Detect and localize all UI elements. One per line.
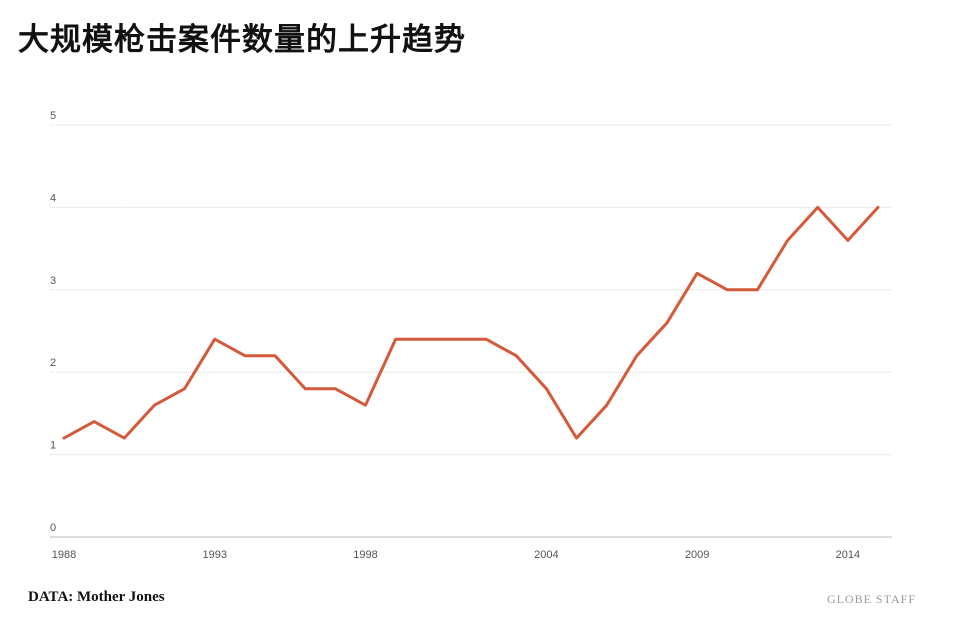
x-tick-label: 2004 <box>534 549 558 561</box>
y-tick-label: 2 <box>50 357 56 369</box>
series-line-0 <box>62 205 880 440</box>
y-tick-label: 1 <box>50 440 56 452</box>
x-tick-label: 1988 <box>52 549 76 561</box>
data-source-note: DATA: Mother Jones <box>28 589 165 605</box>
y-tick-label: 3 <box>50 275 56 287</box>
y-tick-label: 4 <box>50 192 56 204</box>
x-tick-label: 1993 <box>202 549 226 561</box>
x-tick-label: 2014 <box>836 549 860 561</box>
y-tick-label: 0 <box>50 522 56 534</box>
y-tick-label: 5 <box>50 110 56 122</box>
series-layer <box>62 205 880 440</box>
chart-title: 大规模枪击案件数量的上升趋势 <box>18 22 466 58</box>
x-axis-ticks: 1988 1993 1998 2004 2009 2014 <box>52 549 860 561</box>
x-tick-label: 2009 <box>685 549 709 561</box>
x-tick-label: 1998 <box>353 549 377 561</box>
grid-lines <box>50 124 892 538</box>
y-axis-ticks: 0 1 2 3 4 5 <box>50 110 56 534</box>
credit-label: GLOBE STAFF <box>826 592 916 606</box>
